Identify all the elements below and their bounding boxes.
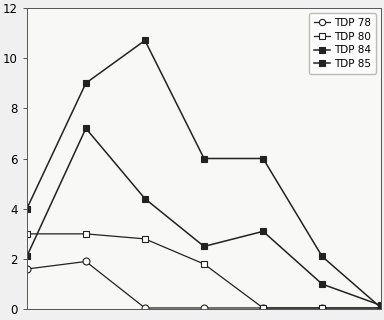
TDP 85	[25, 254, 29, 258]
TDP 84	[261, 156, 265, 160]
TDP 85	[142, 197, 147, 201]
TDP 80	[84, 232, 88, 236]
TDP 84	[202, 156, 206, 160]
TDP 78	[25, 267, 29, 271]
TDP 84	[379, 306, 384, 310]
TDP 85	[202, 244, 206, 248]
TDP 80	[320, 306, 324, 310]
TDP 80	[202, 262, 206, 266]
Line: TDP 78: TDP 78	[23, 258, 384, 311]
TDP 84	[84, 81, 88, 85]
TDP 78	[142, 306, 147, 310]
TDP 78	[261, 306, 265, 310]
TDP 84	[320, 254, 324, 258]
TDP 84	[142, 38, 147, 42]
Legend: TDP 78, TDP 80, TDP 84, TDP 85: TDP 78, TDP 80, TDP 84, TDP 85	[309, 13, 376, 74]
Line: TDP 80: TDP 80	[23, 230, 384, 311]
TDP 78	[202, 306, 206, 310]
TDP 78	[320, 306, 324, 310]
TDP 80	[25, 232, 29, 236]
TDP 85	[320, 282, 324, 286]
Line: TDP 85: TDP 85	[23, 125, 384, 309]
TDP 80	[142, 237, 147, 241]
TDP 78	[379, 306, 384, 310]
TDP 80	[379, 306, 384, 310]
TDP 85	[379, 304, 384, 308]
TDP 78	[84, 260, 88, 263]
TDP 84	[25, 207, 29, 211]
TDP 85	[261, 229, 265, 233]
Line: TDP 84: TDP 84	[23, 37, 384, 311]
TDP 85	[84, 126, 88, 130]
TDP 80	[261, 306, 265, 310]
